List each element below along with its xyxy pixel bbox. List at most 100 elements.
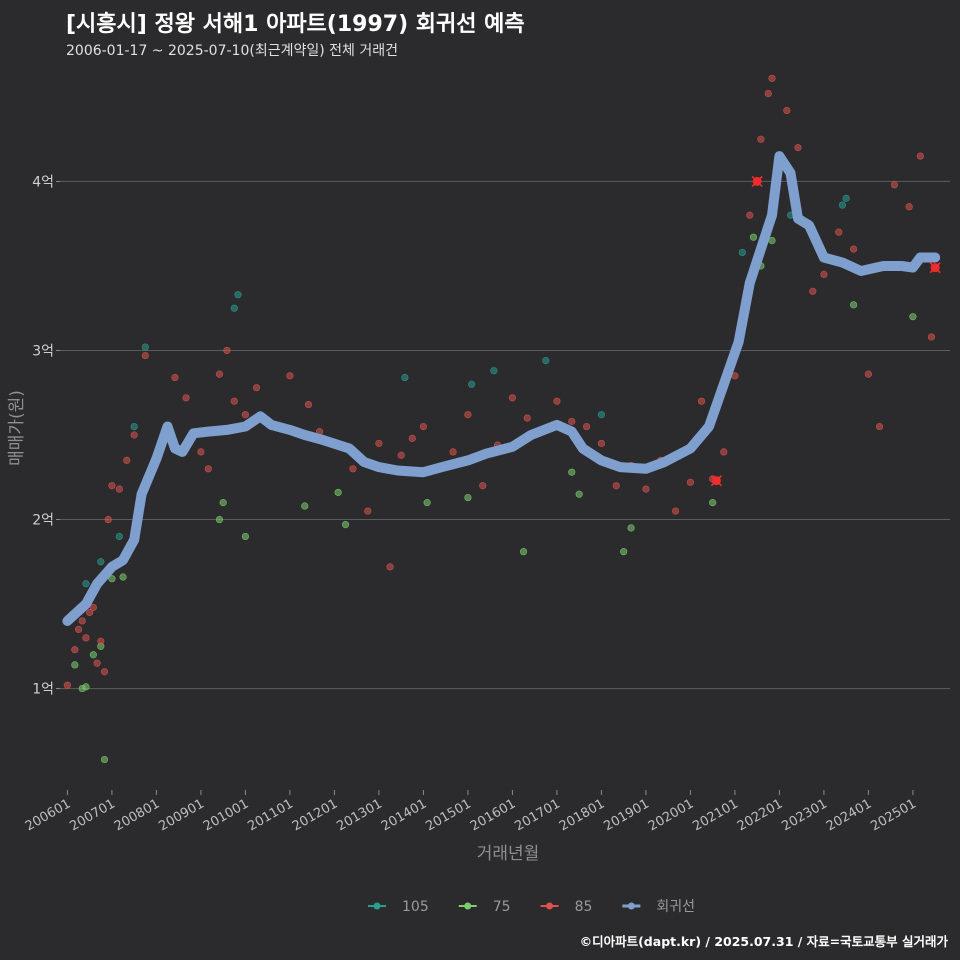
point-105 <box>141 343 149 351</box>
point-75 <box>241 532 250 541</box>
point-85 <box>916 152 924 160</box>
y-tick-label: 2억 <box>32 513 54 529</box>
point-85 <box>686 478 695 486</box>
regression-line-layer <box>62 151 941 626</box>
point-85 <box>671 507 680 515</box>
point-75 <box>334 488 342 497</box>
point-85 <box>783 106 791 115</box>
point-85 <box>74 625 83 634</box>
point-75 <box>620 548 628 556</box>
point-85 <box>720 448 728 456</box>
point-85 <box>286 372 294 380</box>
x-tick-label: 201601 <box>468 796 518 834</box>
point-85 <box>86 608 94 617</box>
legend-swatch-point <box>464 902 472 910</box>
point-105 <box>490 367 498 375</box>
legend-label: 회귀선 <box>656 899 695 915</box>
legend-swatch-point <box>627 902 635 910</box>
point-85 <box>78 617 86 625</box>
point-105 <box>738 248 746 257</box>
highlight-cross <box>929 262 941 274</box>
point-75 <box>909 313 917 321</box>
point-75 <box>519 548 528 556</box>
point-75 <box>89 651 97 659</box>
point-105 <box>597 411 606 419</box>
point-85 <box>757 135 765 143</box>
point-105 <box>115 532 123 541</box>
y-axis: 1억 2억 3억 4억 <box>32 174 60 698</box>
point-85 <box>553 397 561 405</box>
legend-swatch-point <box>546 902 554 910</box>
point-75 <box>749 233 758 241</box>
point-85 <box>97 637 105 645</box>
point-85 <box>508 394 517 402</box>
point-75 <box>341 520 350 529</box>
x-tick-label: 200801 <box>112 796 162 834</box>
point-105 <box>838 201 847 209</box>
point-75 <box>119 573 127 581</box>
x-tick-label: 201101 <box>245 796 295 834</box>
point-85 <box>108 482 116 490</box>
point-85 <box>197 448 205 456</box>
point-85 <box>927 333 936 341</box>
point-85 <box>568 417 576 426</box>
x-tick-label: 201501 <box>423 796 473 834</box>
point-75 <box>575 490 583 498</box>
point-85 <box>768 74 776 82</box>
highlight-markers <box>710 175 941 487</box>
point-75 <box>464 493 472 502</box>
legend-label: 75 <box>493 899 511 915</box>
point-85 <box>764 89 772 98</box>
x-axis-label: 거래년월 <box>477 844 540 864</box>
point-85 <box>123 456 131 464</box>
y-tick-label: 3억 <box>32 343 54 359</box>
point-85 <box>864 370 873 378</box>
point-85 <box>130 431 138 439</box>
point-105 <box>468 380 476 388</box>
point-85 <box>104 515 112 524</box>
point-85 <box>364 507 372 515</box>
highlight-cross <box>710 475 722 487</box>
point-85 <box>241 411 250 419</box>
point-85 <box>204 465 212 473</box>
x-tick-label: 200601 <box>23 796 73 834</box>
x-tick-label: 200701 <box>67 796 117 834</box>
point-85 <box>849 245 858 253</box>
point-75 <box>627 524 635 532</box>
point-85 <box>304 400 313 409</box>
x-tick-label: 201801 <box>557 796 607 834</box>
point-85 <box>63 681 72 689</box>
point-85 <box>449 448 457 456</box>
point-85 <box>141 351 149 360</box>
point-75 <box>82 683 90 691</box>
point-75 <box>71 661 79 669</box>
point-85 <box>642 485 650 493</box>
highlight-cross <box>751 175 763 187</box>
point-85 <box>100 668 109 676</box>
point-85 <box>171 373 179 382</box>
x-tick-label: 201301 <box>334 796 384 834</box>
point-85 <box>746 211 754 219</box>
x-tick-label: 201401 <box>379 796 429 834</box>
chart-subtitle: 2006-01-17 ~ 2025-07-10(최근계약일) 전체 거래건 <box>66 43 398 59</box>
grid-lines <box>60 180 950 690</box>
x-tick-label: 201901 <box>601 796 651 834</box>
point-85 <box>875 422 884 431</box>
point-105 <box>82 580 90 588</box>
x-tick-label: 202301 <box>779 796 829 834</box>
legend-label: 85 <box>575 899 593 915</box>
point-75 <box>215 515 224 524</box>
point-105 <box>130 422 138 431</box>
point-85 <box>809 287 817 295</box>
point-85 <box>408 434 416 442</box>
point-85 <box>419 422 428 431</box>
x-tick-label: 200901 <box>156 796 206 834</box>
point-85 <box>182 394 190 402</box>
point-105 <box>542 357 550 365</box>
point-85 <box>697 397 706 405</box>
point-85 <box>582 422 591 431</box>
point-85 <box>835 228 843 236</box>
point-85 <box>820 270 828 279</box>
point-105 <box>230 304 238 312</box>
